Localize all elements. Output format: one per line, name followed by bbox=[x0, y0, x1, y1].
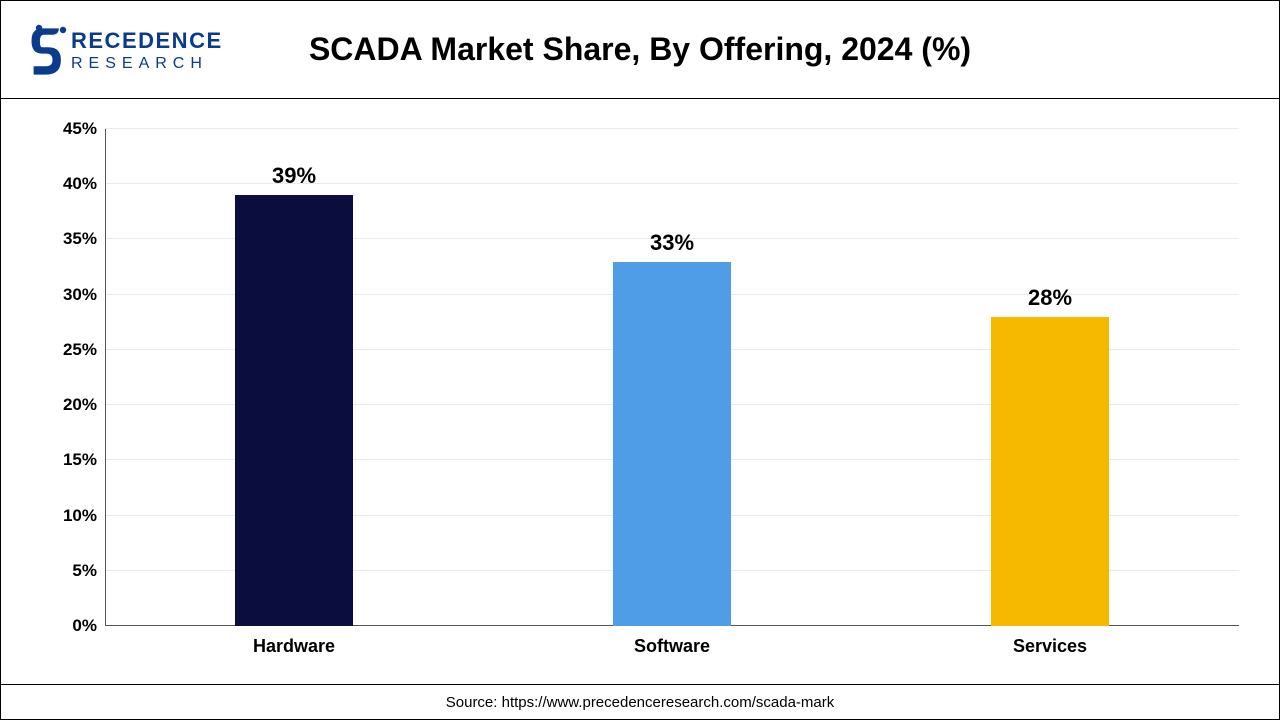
y-tick-label: 30% bbox=[63, 285, 97, 305]
y-tick-label: 25% bbox=[63, 340, 97, 360]
logo-line2: RESEARCH bbox=[71, 55, 208, 72]
bar-value-label: 33% bbox=[650, 230, 694, 256]
bar: 33% bbox=[613, 262, 731, 626]
header: RECEDENCE RESEARCH SCADA Market Share, B… bbox=[1, 1, 1279, 99]
y-axis: 0%5%10%15%20%25%30%35%40%45% bbox=[41, 129, 105, 626]
y-tick-label: 45% bbox=[63, 119, 97, 139]
plot-area: 0% 5% 10% 15% 20% 25% 30% 35% 40% 45% 39% 33% 28% H… bbox=[1, 99, 1279, 685]
x-axis-label: Services bbox=[861, 626, 1239, 674]
y-tick-label: 15% bbox=[63, 450, 97, 470]
bar-slot: 33% bbox=[483, 129, 861, 626]
bars-group: 39% 33% 28% bbox=[105, 129, 1239, 626]
x-axis-label: Software bbox=[483, 626, 861, 674]
brand-logo: RECEDENCE RESEARCH bbox=[25, 18, 245, 82]
bar: 28% bbox=[991, 317, 1109, 626]
bar-value-label: 39% bbox=[272, 163, 316, 189]
y-tick-label: 20% bbox=[63, 395, 97, 415]
x-axis-label: Hardware bbox=[105, 626, 483, 674]
bar: 39% bbox=[235, 195, 353, 626]
bar-slot: 28% bbox=[861, 129, 1239, 626]
logo-svg: RECEDENCE RESEARCH bbox=[25, 18, 245, 82]
bar-value-label: 28% bbox=[1028, 285, 1072, 311]
chart-title: SCADA Market Share, By Offering, 2024 (%… bbox=[309, 31, 971, 68]
bar-slot: 39% bbox=[105, 129, 483, 626]
y-tick-label: 5% bbox=[72, 561, 97, 581]
y-tick-label: 40% bbox=[63, 174, 97, 194]
source-text: Source: https://www.precedenceresearch.c… bbox=[446, 694, 835, 711]
logo-line1: RECEDENCE bbox=[71, 28, 223, 53]
y-tick-label: 35% bbox=[63, 229, 97, 249]
y-tick-label: 10% bbox=[63, 506, 97, 526]
source-footer: Source: https://www.precedenceresearch.c… bbox=[1, 685, 1279, 719]
chart-container: RECEDENCE RESEARCH SCADA Market Share, B… bbox=[0, 0, 1280, 720]
x-axis-labels: HardwareSoftwareServices bbox=[105, 626, 1239, 674]
y-tick-label: 0% bbox=[72, 616, 97, 636]
plot: 0%5%10%15%20%25%30%35%40%45% 39%33%28% H… bbox=[41, 129, 1239, 674]
